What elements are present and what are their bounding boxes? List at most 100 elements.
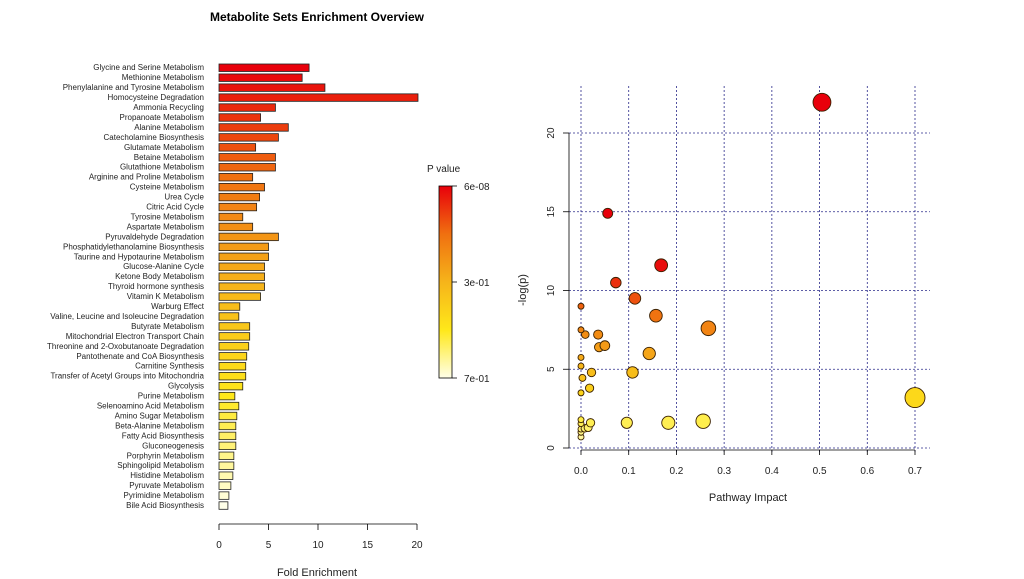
bar-label: Histidine Metabolism — [130, 471, 204, 480]
bar-label: Valine, Leucine and Isoleucine Degradati… — [50, 312, 204, 321]
scatter-point — [577, 389, 585, 397]
x-tick-label: 20 — [411, 540, 423, 551]
scatter-point — [628, 292, 642, 305]
x-tick-label: 15 — [362, 540, 374, 551]
bar-label: Glycolysis — [168, 382, 204, 391]
y-tick-label: 15 — [546, 206, 557, 218]
scatter-point — [578, 374, 587, 382]
bar — [218, 491, 230, 500]
bar — [218, 431, 237, 441]
x-tick-label: 0.7 — [908, 466, 922, 477]
scatter-point — [695, 413, 711, 429]
scatter-point — [661, 415, 676, 430]
bar — [218, 93, 419, 102]
bar — [218, 202, 258, 212]
bar-label: Alanine Metabolism — [134, 123, 204, 132]
legend-title: P value — [427, 164, 461, 175]
bar — [218, 153, 276, 162]
bar-label: Glycine and Serine Metabolism — [93, 63, 204, 72]
scatter-chart: 0.0 0.1 0.2 0.3 0.4 0.5 0.6 0.7 0 5 10 15 20 — [546, 86, 930, 477]
bar — [218, 272, 265, 281]
scatter-point — [626, 366, 639, 379]
scatter-x-axis-label: Pathway Impact — [709, 492, 787, 504]
scatter-point — [654, 258, 669, 273]
bar — [218, 372, 247, 381]
bar — [218, 83, 326, 92]
bar-label: Transfer of Acetyl Groups into Mitochond… — [50, 372, 204, 381]
bar-label: Tyrosine Metabolism — [131, 212, 205, 221]
scatter-point — [642, 346, 656, 361]
bar — [218, 322, 251, 331]
y-tick-label: 0 — [546, 445, 557, 451]
scatter-point — [577, 326, 585, 334]
bar — [218, 222, 254, 232]
bar — [218, 63, 310, 72]
bar — [218, 501, 229, 510]
bar-label: Phenylalanine and Tyrosine Metabolism — [63, 83, 205, 92]
x-tick-label: 0.3 — [717, 466, 731, 477]
legend-colorbar — [438, 185, 453, 379]
scatter-point — [577, 362, 585, 370]
bar-label: Cysteine Metabolism — [130, 183, 205, 192]
bar — [218, 242, 269, 252]
bar-label: Urea Cycle — [164, 193, 204, 202]
y-tick-label: 5 — [546, 366, 557, 372]
x-tick-label: 0 — [216, 540, 222, 551]
bar-label: Glucose-Alanine Cycle — [123, 262, 204, 271]
bar — [218, 262, 265, 271]
bar — [218, 282, 265, 291]
bar — [218, 113, 261, 122]
bar — [218, 192, 260, 202]
bar — [218, 182, 265, 192]
x-tick-label: 0.4 — [765, 466, 779, 477]
bar — [218, 401, 240, 411]
bar — [218, 332, 251, 341]
x-tick-label: 0.1 — [622, 466, 636, 477]
legend-label: 3e-01 — [464, 278, 490, 289]
scatter-point — [586, 367, 597, 378]
bar — [218, 163, 276, 172]
scatter-y-axis-label: -log(p) — [517, 274, 529, 306]
bar-label: Glutamate Metabolism — [124, 143, 204, 152]
bar-label: Bile Acid Biosynthesis — [126, 501, 204, 510]
bar — [218, 471, 234, 480]
x-tick-label: 0.6 — [860, 466, 874, 477]
bar-label: Betaine Metabolism — [134, 153, 205, 162]
p-value-legend: P value 6e-08 3e-01 7e-01 — [427, 164, 490, 385]
bar — [218, 421, 237, 431]
bar-label: Pyruvate Metabolism — [129, 481, 204, 490]
bar-label: Citric Acid Cycle — [146, 203, 204, 212]
bar-label: Butyrate Metabolism — [131, 322, 204, 331]
scatter-point — [610, 276, 622, 289]
bar — [218, 123, 289, 132]
bar-label: Methionine Metabolism — [122, 73, 205, 82]
legend-label: 6e-08 — [464, 182, 490, 193]
bar-label: Pantothenate and CoA Biosynthesis — [76, 352, 204, 361]
scatter-point — [581, 330, 590, 339]
bar — [218, 143, 257, 152]
scatter-point — [585, 383, 595, 393]
bar — [218, 232, 279, 242]
bar-label: Catecholamine Biosynthesis — [104, 133, 205, 142]
x-tick-label: 0.2 — [669, 466, 683, 477]
scatter-point — [700, 320, 717, 337]
bar-x-axis-label: Fold Enrichment — [277, 567, 357, 579]
scatter-point — [904, 387, 926, 409]
scatter-point — [649, 308, 663, 323]
bar — [218, 362, 247, 371]
bar — [218, 173, 254, 182]
bar — [218, 133, 279, 142]
bar-label: Sphingolipid Metabolism — [117, 461, 204, 470]
bar — [218, 441, 237, 451]
bar — [218, 481, 232, 490]
bar-label: Threonine and 2-Oxobutanoate Degradation — [47, 342, 204, 351]
x-tick-label: 5 — [266, 540, 272, 551]
bar-label: Propanoate Metabolism — [120, 113, 205, 122]
bar — [218, 411, 238, 421]
bar-label: Selenoamino Acid Metabolism — [97, 402, 205, 411]
scatter-point — [593, 329, 604, 340]
bar-label: Beta-Alanine Metabolism — [115, 421, 204, 430]
bar-label: Pyrimidine Metabolism — [124, 491, 205, 500]
bar-label: Homocysteine Degradation — [108, 93, 205, 102]
bar-label: Gluconeogenesis — [142, 441, 204, 450]
